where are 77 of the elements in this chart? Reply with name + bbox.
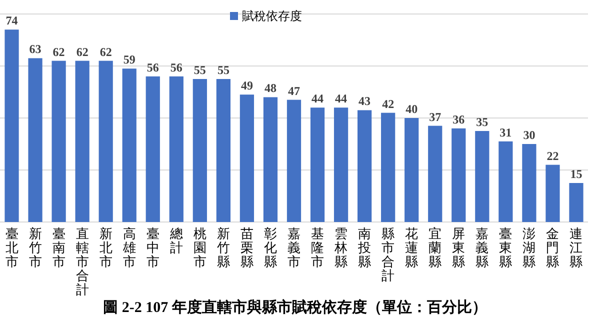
x-tick-label: 花蓮縣	[405, 226, 418, 269]
data-label: 43	[358, 94, 371, 108]
bar	[122, 68, 136, 222]
data-label: 22	[546, 148, 559, 163]
bar	[240, 94, 254, 222]
x-tick-label: 總計	[168, 226, 183, 255]
x-tick-label: 苗栗縣	[240, 226, 254, 269]
bar	[4, 30, 19, 222]
x-tick-label: 彰化縣	[264, 226, 277, 269]
bar	[404, 118, 419, 222]
bar	[452, 128, 466, 222]
x-tick-label: 桃園市	[193, 226, 206, 269]
data-label: 63	[29, 42, 42, 56]
data-label: 49	[240, 78, 253, 93]
bar	[286, 100, 302, 222]
data-label: 56	[170, 60, 182, 74]
x-tick-label: 縣市合計	[382, 226, 395, 283]
bar	[52, 60, 66, 222]
bar	[28, 58, 42, 222]
x-tick-label: 新竹縣	[216, 226, 230, 269]
data-label: 47	[288, 84, 300, 98]
bar	[216, 79, 230, 222]
x-tick-label: 屏東縣	[452, 226, 466, 269]
bar	[192, 79, 207, 222]
data-label: 62	[52, 44, 65, 59]
x-tick-label: 基隆市	[311, 226, 324, 269]
data-label: 35	[476, 115, 488, 129]
x-tick-label: 金門縣	[546, 226, 560, 269]
bar	[146, 76, 160, 222]
x-tick-label: 澎湖縣	[522, 226, 536, 269]
x-tick-label: 連江縣	[570, 226, 583, 269]
bar	[381, 112, 396, 222]
bar	[310, 108, 325, 222]
data-label: 55	[217, 63, 230, 77]
x-tick-label: 宜蘭縣	[428, 226, 442, 269]
x-tick-label: 直轄市合計	[76, 226, 89, 297]
bar	[428, 126, 442, 222]
legend-label: 賦稅依存度	[242, 9, 302, 23]
data-label: 62	[76, 44, 88, 59]
data-label: 62	[100, 44, 112, 59]
data-label: 36	[452, 112, 465, 126]
data-label: 55	[194, 63, 206, 77]
caption: 圖 2-2 107 年度直轄市與縣市賦稅依存度（單位：百分比）	[103, 298, 487, 316]
data-label: 59	[123, 52, 136, 67]
bar	[75, 60, 90, 222]
bar	[263, 97, 278, 222]
x-tick-label: 嘉義縣	[476, 226, 489, 269]
data-label: 44	[312, 92, 324, 106]
bar	[169, 76, 184, 222]
bar	[522, 144, 536, 222]
data-label: 37	[429, 110, 442, 124]
bar	[98, 60, 113, 222]
bar	[334, 108, 348, 222]
bar	[546, 164, 560, 222]
bar	[475, 131, 490, 222]
bar	[498, 141, 513, 222]
x-tick-label: 新竹市	[28, 226, 42, 269]
data-label: 42	[382, 96, 394, 111]
data-label: 48	[264, 81, 276, 96]
data-label: 31	[500, 125, 512, 140]
x-tick-label: 嘉義市	[288, 226, 300, 269]
bar	[358, 110, 372, 222]
data-label: 56	[146, 60, 159, 74]
bar	[569, 183, 584, 222]
data-label: 40	[406, 102, 418, 116]
x-tick-label: 臺中市	[146, 226, 160, 269]
data-label: 15	[570, 167, 582, 181]
x-tick-label: 新北市	[99, 226, 112, 269]
x-tick-label: 高雄市	[122, 226, 136, 269]
data-label: 44	[335, 92, 348, 106]
data-label: 74	[6, 14, 18, 28]
x-tick-label: 臺北市	[5, 226, 18, 269]
x-tick-label: 臺南市	[52, 226, 66, 269]
x-tick-label: 臺東縣	[499, 226, 512, 269]
x-tick-label: 雲林縣	[334, 226, 348, 269]
x-tick-label: 南投縣	[357, 226, 372, 269]
data-label: 30	[523, 128, 536, 142]
